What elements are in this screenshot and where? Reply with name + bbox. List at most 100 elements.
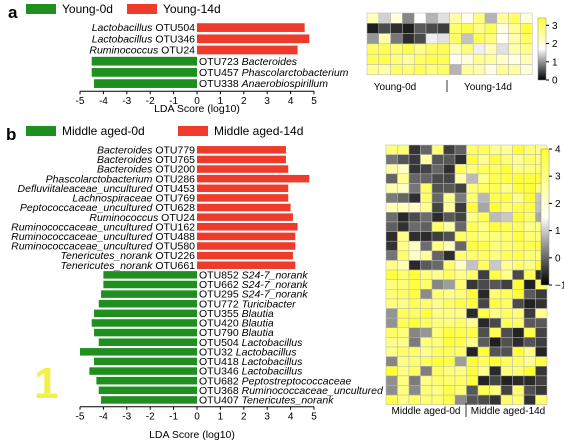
heatmap-cell [512,183,525,194]
heatmap-cell [431,173,444,184]
bar-label-otu: OTU346 [199,366,239,378]
heatmap-cell [454,356,467,367]
bar-label-taxon-name: Lactobacillus [236,346,297,358]
heatmap-cell [512,317,525,329]
bar-label: OTU32 Lactobacillus [199,346,297,358]
legend-b-swatch-0 [26,126,56,136]
heatmap-cell [408,173,421,184]
heatmap-cell [454,154,467,165]
legend-b-swatch-1 [178,126,208,136]
heatmap-cell [397,240,410,252]
heatmap-cell [385,356,398,367]
bar [197,23,305,32]
heatmap-cell [449,53,462,65]
heatmap-cell [500,289,513,300]
heatmap-cell [508,33,521,45]
heatmap-cell [489,269,502,280]
heatmap-cell [443,366,456,377]
bar-label: OTU355 Blautia [199,308,274,320]
heatmap-cell [512,375,525,386]
heatmap-cell [454,192,467,203]
heatmap-cell [408,346,421,357]
bar [197,34,310,44]
heatmap-cell [489,375,502,386]
bar-label-otu: OTU661 [155,260,195,272]
heatmap-b-group-0: Middle aged-0d [392,406,461,417]
heatmap-cell [425,12,439,24]
bar-label-otu: OTU295 [199,289,239,301]
heatmap-cell [449,64,462,76]
heatmap-cell [397,163,410,175]
heatmap-cell [431,231,444,242]
heatmap-cell [535,337,548,348]
heatmap-cell [366,43,380,55]
overlay-number: 1 [34,359,58,408]
heatmap-cell [477,366,490,377]
heatmap-cell [420,212,433,223]
heatmap-cell [408,327,421,338]
heatmap-cell [408,337,421,348]
bar [89,367,197,375]
bar-label-taxon-name: S24-7_norank [242,279,309,291]
heatmap-cell [500,154,513,165]
x-tick-label: -3 [122,96,131,107]
heatmap-cell [523,327,536,338]
x-tick-label: 4 [288,96,294,107]
legend-a-label-1: Young-14d [163,2,221,16]
heatmap-cell [454,240,467,252]
heatmap-cell [500,183,513,194]
heatmap-cell [512,327,525,338]
heatmap-cell [489,231,502,242]
heatmap-cell [461,33,474,45]
bar [101,290,197,298]
colorbar-tick-label: 2 [552,39,558,50]
heatmap-cell [466,212,479,223]
bar-label: Ruminococcus OTU24 [89,45,195,57]
heatmap-cell [443,231,456,242]
heatmap-cell [385,375,398,386]
heatmap-cell [408,202,421,213]
bar-label-otu: OTU338 [199,78,239,90]
heatmap-cell [496,33,509,45]
heatmap-cell [484,33,498,45]
bar-label-taxon-name: Blautia [242,308,274,320]
bar [197,155,286,164]
heatmap-cell [466,202,479,213]
heatmap-cell [535,356,548,367]
legend-a-swatch-0 [26,4,56,14]
heatmap-cell [431,279,444,290]
bar-label: Ruminococcaceae_uncultured OTU580 [11,241,195,253]
x-tick-label: -2 [146,96,155,107]
heatmap-cell [523,144,536,155]
heatmap-cell [378,12,391,24]
x-tick-label: 1 [218,96,224,107]
bar [98,299,197,308]
heatmap-cell [443,289,456,300]
heatmap-cell [402,33,415,45]
heatmap-cell [454,183,467,194]
heatmap-cell [489,163,502,175]
heatmap-cell [461,23,474,34]
heatmap-cell [466,231,479,242]
bar-label-otu: OTU628 [155,202,195,214]
heatmap-cell [489,192,502,203]
heatmap-cell [477,221,490,232]
heatmap-cell [454,231,467,242]
heatmap-cell [385,212,398,223]
heatmap-cell [385,192,398,203]
heatmap-cell [477,144,490,155]
bar-label-taxon-name: Blautia [242,318,274,330]
bar [197,232,296,241]
heatmap-cell [420,231,433,242]
heatmap-cell [385,327,398,338]
heatmap-cell [512,366,525,377]
heatmap-cell [466,356,479,367]
heatmap-cell [466,337,479,348]
x-tick-label: 3 [264,412,270,423]
heatmap-cell [420,183,433,194]
heatmap-cell [385,289,398,300]
heatmap-cell [431,163,444,175]
bar [197,45,298,55]
colorbar-tick-label: 1 [552,57,558,68]
